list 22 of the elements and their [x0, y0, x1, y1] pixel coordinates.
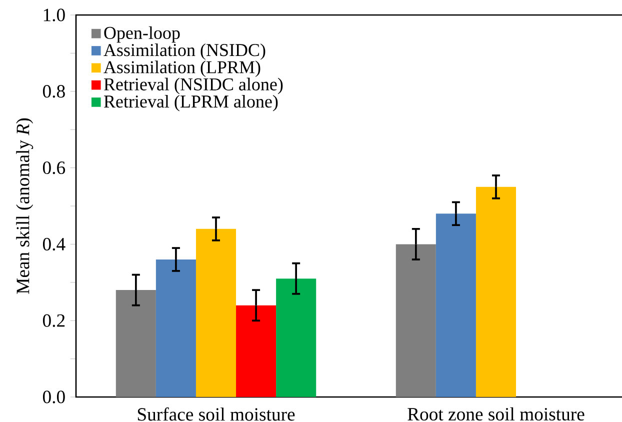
- y-tick-label: 0.6: [42, 161, 66, 174]
- bar: [116, 290, 156, 397]
- bar: [436, 214, 476, 397]
- y-tick-label: 0.0: [42, 390, 65, 404]
- legend-label: Open-loop: [104, 26, 180, 43]
- y-tick-label: 0.8: [42, 85, 65, 98]
- bar: [396, 244, 436, 397]
- y-axis-title: Mean skill (anomaly R): [16, 118, 34, 294]
- x-tick-label: Root zone soil moisture: [408, 407, 584, 421]
- bar: [476, 186, 516, 397]
- legend-label: Assimilation (LPRM): [104, 60, 260, 77]
- bar: [156, 259, 196, 397]
- legend-label: Retrieval (LPRM alone): [104, 94, 278, 112]
- bar: [236, 305, 276, 397]
- x-tick-label: Surface soil moisture: [138, 407, 295, 421]
- y-tick-label: 1.0: [44, 8, 65, 22]
- bar: [276, 278, 316, 397]
- legend-label: Retrieval (NSIDC alone): [104, 78, 283, 94]
- legend-label: Assimilation (NSIDC): [104, 43, 266, 60]
- y-tick-label: 0.4: [42, 238, 66, 251]
- y-tick-label: 0.2: [42, 314, 65, 327]
- bar: [196, 228, 236, 397]
